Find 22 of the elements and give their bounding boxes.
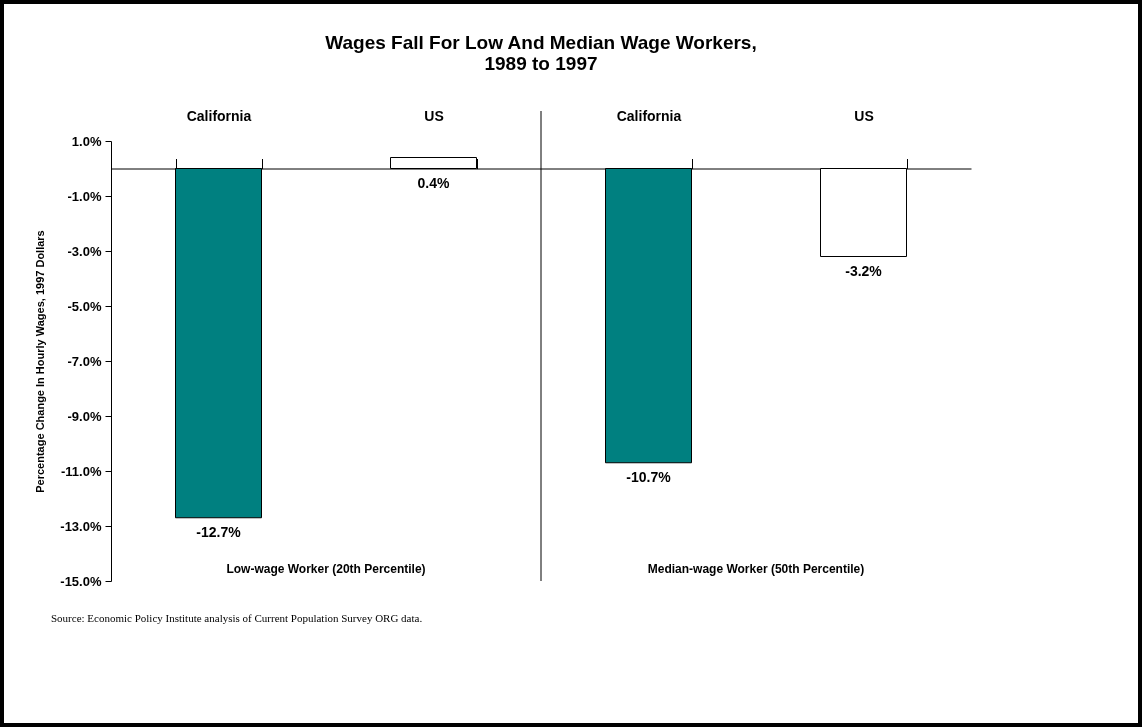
y-axis-title: Percentage Change In Hourly Wages, 1997 Dollars [34,230,47,493]
y-tick-label: -3.0% [67,243,102,259]
y-tick-label: -11.0% [61,463,102,479]
annotation: Median-wage Worker (50th Percentile) [647,562,865,576]
data-label: -12.7% [196,523,242,540]
chart-title: Wages Fall For Low And Median Wage Workers, 1989 to 1997 [325,32,757,74]
source-note: Source: Economic Policy Institute analysis of Current Population Survey ORG data. [51,612,423,624]
x-tick-label: California [186,107,252,124]
annotation: Low-wage Worker (20th Percentile) [226,562,426,576]
y-tick-label: -15.0% [60,573,102,589]
y-tick-label: -13.0% [60,518,102,534]
y-tick-label: -1.0% [67,188,102,204]
data-label: -3.2% [845,262,883,279]
x-tick-label: US [424,107,444,124]
y-tick-label: -7.0% [67,353,102,369]
y-tick-label: -5.0% [67,298,102,314]
y-tick-label: -9.0% [67,408,102,424]
data-label: -10.7% [626,468,672,485]
y-tick-label: 1.0% [71,133,102,149]
data-label: 0.4% [417,174,450,191]
x-tick-label: US [854,107,874,124]
x-tick-label: California [616,107,682,124]
